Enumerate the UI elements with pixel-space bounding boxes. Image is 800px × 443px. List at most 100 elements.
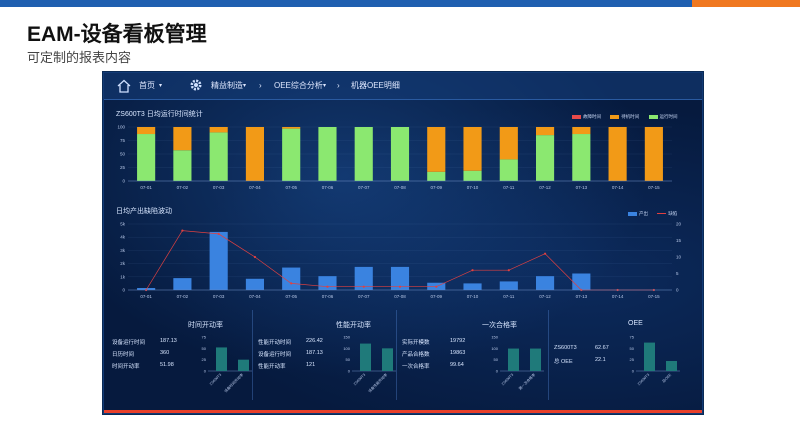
stat-value: 99.64 [450,362,464,368]
legend-swatch-defect [657,213,667,215]
x-tick-label: ZS600T3 [637,373,650,386]
defect-point [181,229,184,232]
bar-待机时间-07-01 [137,127,156,135]
x-tick-label: 07-06 [322,294,334,299]
runtime-chart-legend: 故障时间 待机时间 运行时间 [572,114,678,120]
x-tick-label: 07-02 [177,294,189,299]
bar-待机时间-07-03 [209,127,228,133]
y-tick-label: 100 [343,346,350,351]
defect-point [326,285,329,288]
stat-label: 日历时间 [112,352,135,358]
y2-tick-label: 10 [676,255,682,260]
nav-machine-oee-detail[interactable]: 机器OEE明细 [351,81,400,90]
mini-bar [644,342,655,371]
x-tick-label: 07-05 [285,294,297,299]
bar-output-07-05 [282,267,301,290]
bar-output-07-07 [354,266,373,290]
stat-label: 时间开动率 [112,364,140,370]
chevron-down-icon[interactable]: ▾ [323,83,327,89]
stat-row: 日历时间 360 [112,350,169,362]
page-subtitle: 可定制的报表内容 [27,50,132,65]
nav-lean[interactable]: 精益制造 [211,81,243,90]
nav-home[interactable]: 首页 [139,81,155,90]
top-accent-orange [692,0,800,7]
y2-tick-label: 15 [676,238,682,243]
top-accent-bar [0,0,800,7]
x-tick-label: 07-11 [503,185,515,190]
bar-运行时间-07-09 [427,171,446,181]
bar-运行时间-07-13 [572,134,591,181]
home-icon[interactable] [116,78,132,94]
y-tick-label: 0 [348,369,351,374]
dashboard-nav: 首页 ▾ 精益制造 ▾ › OEE综合分析 ▾ › 机器OEE明细 [104,73,702,100]
mini-bar [360,343,371,371]
bar-output-07-12 [536,276,555,290]
mini-bar [216,347,227,371]
bar-运行时间-07-02 [173,150,192,181]
nav-oee-analysis[interactable]: OEE综合分析 [274,81,323,90]
y-tick-label: 4k [120,235,126,240]
bar-待机时间-07-05 [282,127,301,129]
breadcrumb-separator: › [337,81,340,90]
bar-待机时间-07-13 [572,127,591,135]
y-tick-label: 50 [346,357,351,362]
y-tick-label: 150 [343,335,350,340]
legend-label-stop: 故障时间 [583,114,601,119]
stat-row: 性能开动时间 226.42 [258,338,323,350]
stat-label: 性能开动时间 [258,340,292,346]
y-tick-label: 50 [494,357,499,362]
panel-divider [396,310,397,400]
y-tick-label: 2k [120,261,126,266]
y2-tick-label: 0 [676,288,679,293]
bar-运行时间-07-06 [318,127,337,181]
y-tick-label: 5k [120,222,126,227]
bar-待机时间-07-11 [499,127,518,160]
y-tick-label: 25 [630,357,635,362]
defect-point [471,269,474,272]
stat-value: 19792 [450,338,466,344]
y-tick-label: 100 [491,346,498,351]
bar-运行时间-07-05 [282,128,301,181]
output-chart-title: 日均产出缺陷波动 [116,208,172,215]
stat-value: 51.98 [160,362,174,368]
x-tick-label: ZS600T3 [501,373,514,386]
x-tick-label: 07-09 [431,294,443,299]
x-tick-label: 07-10 [467,185,479,190]
stat-value: 62.67 [595,345,609,351]
y-tick-label: 50 [202,346,207,351]
chevron-down-icon[interactable]: ▾ [159,83,163,89]
output-defect-combo-chart: 0 1k 2k 3k 4k 5k 0 5 10 15 20 07-01 07-02 07-03 07-04 0… [120,222,682,300]
stat-value: 226.42 [306,338,323,344]
output-chart-legend: 产出 缺陷 [628,211,677,217]
y-tick-label: 1k [120,274,126,279]
bar-运行时间-07-08 [390,127,410,181]
defect-point [398,285,402,288]
x-tick-label: 07-03 [213,294,225,299]
chevron-down-icon[interactable]: ▾ [243,83,247,89]
y-tick-label: 0 [122,179,125,184]
x-tick-label: 07-04 [249,294,261,299]
x-tick-label: 07-06 [322,185,334,190]
legend-swatch-output [628,211,637,216]
x-tick-label: 设备时间开动率 [223,372,245,393]
x-tick-label: 07-01 [140,185,152,190]
stat-label: 一次合格率 [402,364,430,370]
stat-label: 总 OEE [554,359,573,365]
bar-output-07-13 [572,273,591,290]
bar-output-07-11 [499,281,518,290]
y-tick-label: 75 [202,335,207,340]
defect-point [253,255,257,259]
gear-icon[interactable] [188,77,204,93]
y-tick-label: 50 [120,152,126,157]
panel-mini-chart: 0 25 50 75 ZS600T3 总OEE [630,335,680,386]
y-tick-label: 75 [630,335,635,340]
defect-point [290,282,293,285]
panel-mini-chart: 0 25 50 75 ZS600T3 设备时间开动率 [202,335,252,393]
x-tick-label: 07-12 [539,185,551,190]
panel-title: 性能开动率 [336,322,371,329]
bar-output-07-03 [209,231,228,290]
y-tick-label: 0 [204,369,207,374]
defect-point [362,285,365,288]
stat-label: 产品合格数 [402,352,430,358]
y-tick-label: 150 [491,335,498,340]
